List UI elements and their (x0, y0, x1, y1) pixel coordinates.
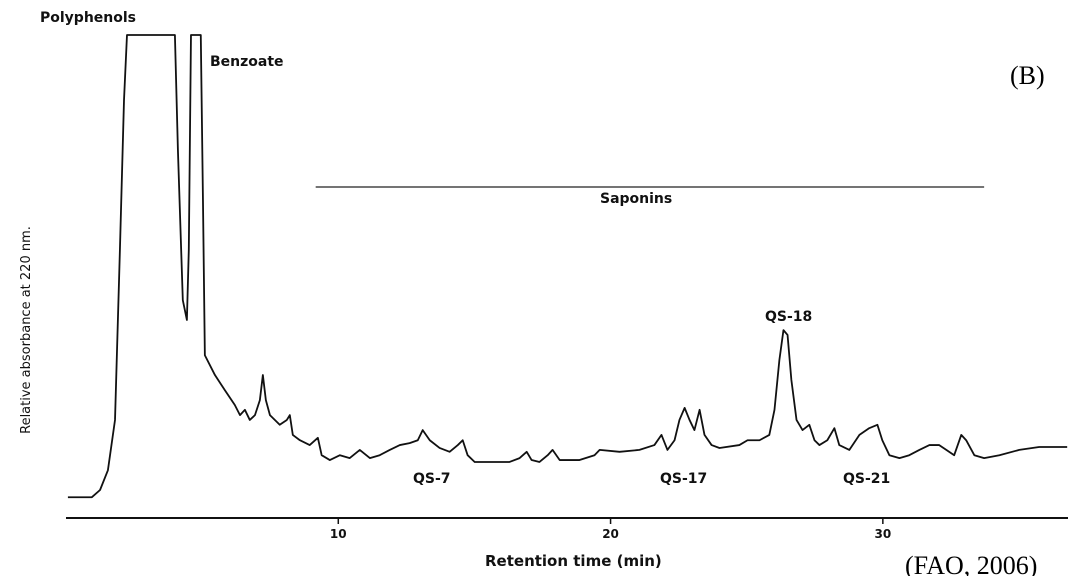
x-tick-label: 10 (330, 527, 347, 541)
annotation: QS-18 (765, 309, 812, 325)
source-note: (FAO, 2006) (905, 551, 1037, 576)
annotation: QS-17 (660, 471, 707, 487)
panel-label: (B) (1010, 61, 1045, 90)
annotation: Polyphenols (40, 10, 136, 26)
x-axis-label: Retention time (min) (485, 552, 662, 570)
annotation: QS-7 (413, 471, 451, 487)
annotation: Benzoate (210, 54, 284, 70)
x-tick-label: 20 (602, 527, 619, 541)
annotation: QS-21 (843, 471, 890, 487)
x-tick-label: 30 (874, 527, 891, 541)
chromatogram-trace (67, 34, 1068, 499)
y-axis-label: Relative absorbance at 220 nm. (19, 226, 34, 434)
annotation: Saponins (600, 191, 672, 207)
